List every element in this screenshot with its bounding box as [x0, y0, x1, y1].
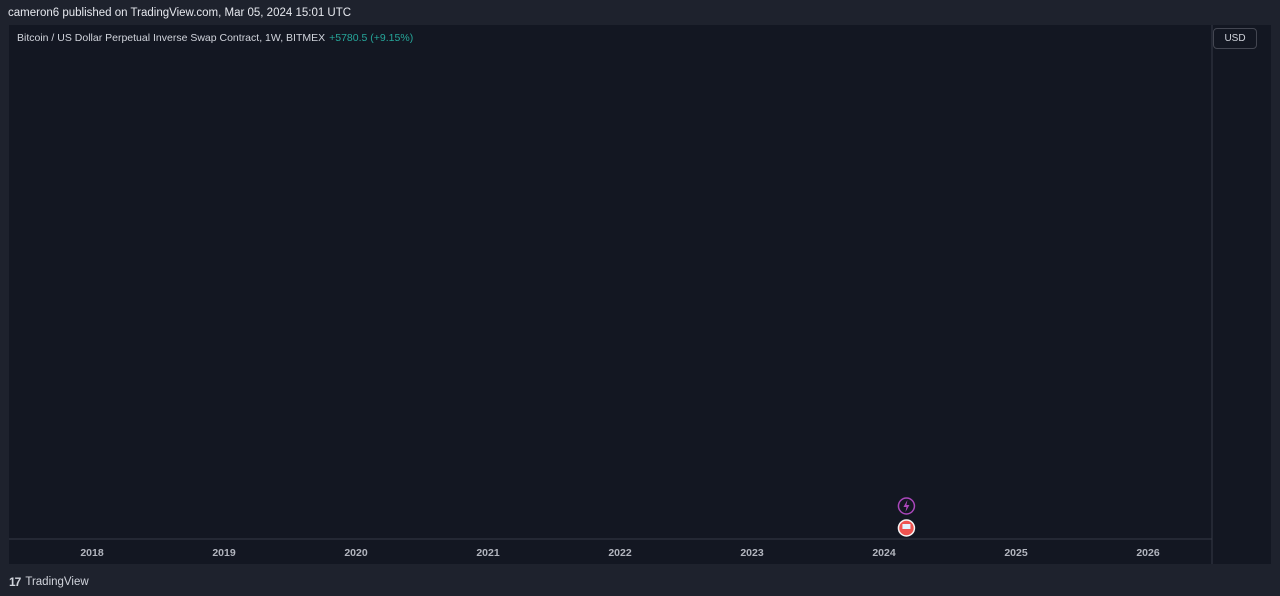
brand-name: TradingView — [25, 576, 89, 588]
x-tick-label: 2022 — [608, 547, 632, 559]
x-tick-label: 2023 — [740, 547, 764, 559]
price-change: +5780.5 (+9.15%) — [329, 32, 414, 44]
x-tick-label: 2020 — [344, 547, 368, 559]
flag-stripes — [902, 524, 911, 529]
x-tick-label: 2021 — [476, 547, 500, 559]
tradingview-logo-icon: 17 — [9, 575, 21, 589]
chart-panel[interactable]: 42000.032000.024000.08000.06000.04750.03… — [9, 25, 1271, 564]
x-tick-label: 2024 — [872, 547, 896, 559]
top-bar: cameron6 published on TradingView.com, M… — [0, 0, 1280, 26]
x-tick-label: 2018 — [80, 547, 104, 559]
bottom-bar: 17 TradingView — [0, 566, 1280, 596]
x-tick-label: 2019 — [212, 547, 236, 559]
x-tick-label: 2025 — [1004, 547, 1028, 559]
symbol-legend[interactable]: Bitcoin / US Dollar Perpetual Inverse Sw… — [17, 32, 413, 44]
symbol-title: Bitcoin / US Dollar Perpetual Inverse Sw… — [17, 32, 326, 44]
price-chart[interactable]: 42000.032000.024000.08000.06000.04750.03… — [9, 25, 1271, 564]
published-info: cameron6 published on TradingView.com, M… — [8, 7, 352, 19]
tradingview-brand[interactable]: 17 TradingView — [9, 575, 89, 589]
currency-button[interactable]: USD — [1213, 28, 1257, 49]
lightning-bolt — [903, 500, 910, 512]
x-tick-label: 2026 — [1136, 547, 1160, 559]
